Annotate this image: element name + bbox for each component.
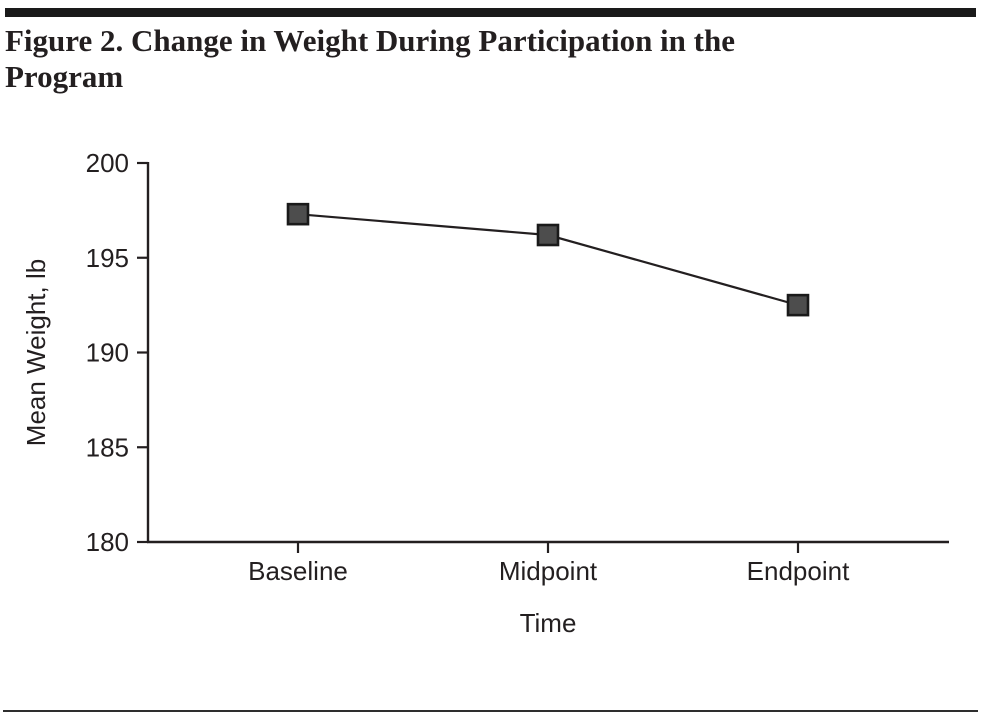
weight-line-chart: 180 185 190 195 200 Baseline Midpoint Endpoint M… [21,148,949,638]
bottom-rule [3,710,978,712]
data-point-marker [286,202,310,226]
figure-title-line1: Figure 2. Change in Weight During Partic… [5,23,735,58]
y-tick-label: 190 [86,338,129,368]
data-point-marker [536,223,560,247]
y-tick-label: 200 [86,148,129,178]
data-point-marker [786,293,810,317]
y-tick-label: 195 [86,243,129,273]
top-rule [5,8,976,17]
figure-title: Figure 2. Change in Weight During Partic… [5,23,935,95]
chart-area: 180 185 190 195 200 Baseline Midpoint Endpoint M… [0,130,983,690]
y-tick-label: 180 [86,527,129,557]
x-tick-label: Baseline [248,556,348,586]
y-tick-label: 185 [86,432,129,462]
x-tick-label: Midpoint [499,556,598,586]
figure-title-line2: Program [5,59,124,94]
y-axis-title: Mean Weight, lb [21,259,51,446]
x-axis-title: Time [520,608,577,638]
x-tick-label: Endpoint [747,556,850,586]
